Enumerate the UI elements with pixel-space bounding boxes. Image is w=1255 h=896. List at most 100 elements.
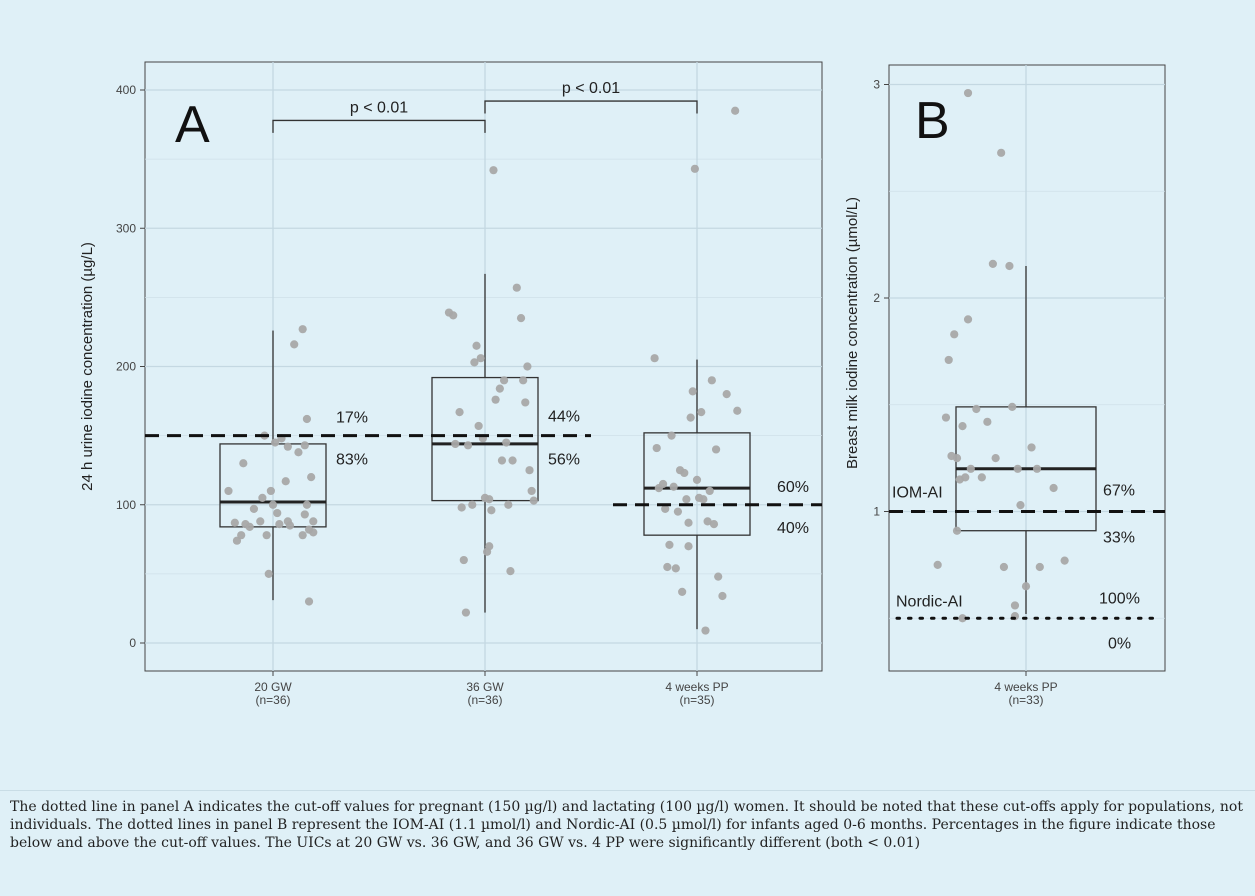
panel-a-data-point: [268, 500, 278, 509]
panel-a-x-tick-n: (n=35): [679, 693, 714, 707]
panel-a-data-point: [237, 531, 246, 540]
panel-a-data-point: [667, 431, 676, 440]
panel-b-data-point: [1008, 402, 1017, 411]
panel-a-y-axis-label: 24 h urine iodine concentration (µg/L): [79, 242, 96, 491]
panel-a-data-point: [718, 591, 727, 601]
panel-a-y-tick-label: 100: [116, 498, 136, 512]
panel-a-percent-above: 17%: [336, 410, 368, 427]
panel-a-data-point: [485, 542, 494, 551]
panel-a-data-point: [658, 479, 668, 489]
panel-a-data-point: [684, 542, 693, 551]
panel-a-data-point: [508, 456, 517, 465]
panel-a-data-point: [516, 314, 526, 323]
panel-a-data-point: [249, 504, 259, 513]
panel-b-data-point: [1060, 556, 1069, 565]
panel-b-data-point: [1013, 464, 1022, 473]
panel-a-x-tick-label: 20 GW: [254, 680, 292, 694]
panel-a-data-point: [663, 562, 672, 572]
panel-a-x-tick-label: 4 weeks PP: [665, 680, 728, 694]
panel-b-data-point: [952, 454, 962, 463]
panel-a-data-point: [678, 587, 687, 596]
panel-a-y-tick-label: 0: [129, 636, 136, 650]
panel-b-data-point: [958, 422, 967, 431]
panel-a-data-point: [283, 442, 292, 451]
panel-a-data-point: [731, 106, 740, 115]
panel-a-data-point: [262, 531, 271, 540]
panel-b-data-point: [988, 259, 997, 268]
panel-a-data-point: [489, 166, 498, 175]
panel-a-data-point: [686, 413, 695, 422]
panel-b-data-point: [1021, 582, 1031, 591]
panel-b-y-tick-label: 1: [873, 505, 880, 519]
panel-b-data-point: [963, 315, 973, 324]
panel-a-data-point: [472, 341, 481, 350]
panel-a-data-point: [309, 517, 318, 526]
panel-a-data-point: [258, 493, 267, 502]
panel-a-y-tick-label: 400: [116, 83, 136, 97]
panel-a-data-point: [688, 387, 697, 396]
panel-a-data-point: [722, 390, 731, 399]
panel-a-data-point: [298, 531, 307, 540]
panel-b-data-point: [963, 88, 973, 98]
panel-a-data-point: [527, 486, 536, 496]
panel-a-significance-label: p < 0.01: [350, 99, 408, 116]
panel-b-data-point: [977, 473, 986, 482]
panel-a-x-tick-n: (n=36): [467, 693, 502, 707]
panel-a-data-point: [302, 414, 312, 424]
panel-a-data-point: [232, 536, 242, 545]
panel-a-data-point: [512, 283, 521, 292]
panel-a-data-point: [449, 311, 458, 320]
panel-b-y-tick-label: 2: [873, 291, 880, 305]
panel-a-data-point: [714, 572, 723, 581]
panel-a-data-point: [701, 626, 710, 635]
panel-a-data-point: [264, 569, 273, 578]
panel-a-data-point: [699, 495, 708, 504]
panel-a-percent-above: 60%: [777, 479, 809, 496]
panel-a-percent-below: 56%: [548, 452, 580, 469]
panel-a-data-point: [661, 504, 670, 513]
panel-a-data-point: [709, 520, 719, 529]
panel-a-data-point: [224, 486, 233, 496]
panel-a-data-point: [650, 354, 659, 363]
panel-a-y-tick-label: 300: [116, 221, 136, 235]
panel-a-data-point: [521, 398, 530, 407]
panel-a-data-point: [529, 496, 538, 505]
panel-a-data-point: [476, 354, 485, 363]
panel-a-data-point: [692, 475, 702, 484]
panel-a-percent-below: 40%: [777, 520, 809, 537]
panel-a-data-point: [506, 567, 515, 576]
panel-a-data-point: [497, 456, 507, 465]
panel-a-data-point: [711, 445, 721, 454]
panel-a-data-point: [457, 503, 466, 512]
panel-a-data-point: [273, 508, 282, 518]
panel-a-data-point: [707, 376, 716, 385]
panel-a-data-point: [485, 495, 494, 504]
panel-b-data-point: [1032, 464, 1042, 473]
panel-b-iom-label: IOM-AI: [892, 485, 943, 502]
panel-a-data-point: [461, 608, 471, 617]
panel-a-label: A: [175, 96, 210, 154]
panel-a-data-point: [468, 500, 477, 509]
panel-a-data-point: [451, 439, 460, 449]
panel-a-data-point: [302, 500, 312, 509]
panel-b-data-point: [983, 417, 992, 426]
panel-a-data-point: [307, 473, 316, 482]
panel-a-data-point: [705, 486, 714, 496]
panel-a-data-point: [290, 340, 299, 349]
panel-a-data-point: [304, 597, 314, 606]
panel-b-data-point: [958, 614, 967, 623]
panel-a-data-point: [523, 362, 532, 371]
panel-a-data-point: [504, 500, 513, 509]
panel-b-data-point: [950, 330, 959, 339]
panel-b-percent-above-iom: 67%: [1103, 483, 1135, 500]
panel-b-background: [888, 64, 1166, 672]
panel-a-data-point: [463, 441, 473, 450]
panel-b-data-point: [941, 413, 951, 422]
panel-a-significance-bracket: [484, 100, 698, 114]
panel-a-data-point: [669, 482, 678, 491]
panel-b-data-point: [944, 355, 953, 365]
panel-b-percent-below-iom: 33%: [1103, 530, 1135, 547]
panel-a-data-point: [673, 507, 683, 516]
panel-a-percent-above: 44%: [548, 409, 580, 426]
